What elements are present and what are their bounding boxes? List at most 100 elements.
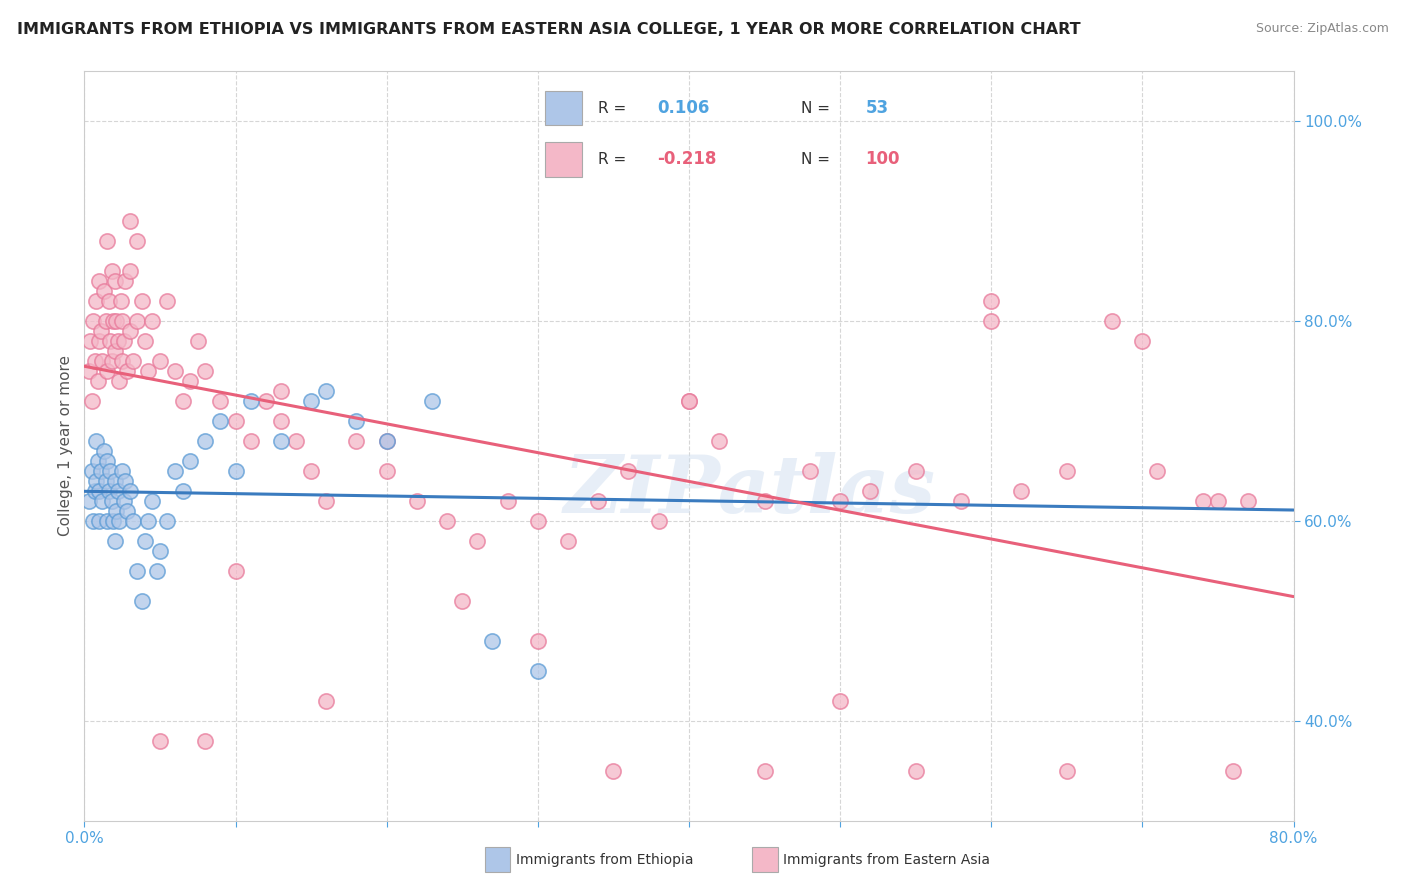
- Point: [108, 374, 131, 388]
- Point: [100, 494, 122, 508]
- Point: [648, 514, 671, 528]
- Point: [678, 394, 700, 409]
- Point: [209, 394, 232, 409]
- Point: [588, 494, 610, 508]
- Text: ZIPatlas: ZIPatlas: [564, 452, 935, 530]
- Point: [527, 514, 550, 528]
- Point: [209, 414, 232, 428]
- Text: -0.218: -0.218: [657, 151, 717, 169]
- Point: [146, 564, 169, 578]
- Point: [105, 504, 128, 518]
- Point: [96, 514, 118, 528]
- FancyBboxPatch shape: [546, 143, 582, 177]
- Point: [754, 494, 776, 508]
- Point: [451, 594, 474, 608]
- Point: [980, 294, 1002, 309]
- Point: [436, 514, 458, 528]
- Point: [830, 694, 852, 708]
- Point: [1056, 764, 1078, 778]
- Point: [239, 434, 262, 448]
- Point: [617, 464, 640, 478]
- Point: [77, 364, 100, 378]
- Point: [112, 334, 135, 348]
- Point: [315, 494, 337, 508]
- Y-axis label: College, 1 year or more: College, 1 year or more: [58, 356, 73, 536]
- Point: [89, 514, 111, 528]
- Point: [225, 564, 247, 578]
- Point: [904, 764, 927, 778]
- Text: Immigrants from Eastern Asia: Immigrants from Eastern Asia: [783, 853, 990, 867]
- Point: [98, 334, 121, 348]
- Point: [104, 533, 127, 548]
- Point: [118, 264, 141, 278]
- Point: [105, 314, 128, 328]
- Point: [754, 764, 776, 778]
- Point: [96, 234, 118, 248]
- Point: [90, 464, 112, 478]
- Text: Immigrants from Ethiopia: Immigrants from Ethiopia: [516, 853, 693, 867]
- Point: [80, 394, 103, 409]
- Point: [84, 483, 107, 498]
- Point: [100, 264, 122, 278]
- Point: [96, 364, 118, 378]
- Point: [111, 314, 134, 328]
- Point: [527, 664, 550, 678]
- Point: [131, 594, 153, 608]
- Point: [149, 544, 172, 558]
- Point: [980, 314, 1002, 328]
- Point: [89, 334, 111, 348]
- Text: 53: 53: [866, 99, 889, 117]
- Point: [86, 474, 108, 488]
- Point: [1237, 494, 1260, 508]
- Point: [134, 533, 156, 548]
- Point: [79, 334, 101, 348]
- Point: [97, 294, 120, 309]
- Point: [114, 474, 136, 488]
- Point: [127, 564, 149, 578]
- Point: [127, 314, 149, 328]
- Point: [1222, 764, 1244, 778]
- Point: [87, 454, 110, 468]
- Point: [254, 394, 277, 409]
- Text: IMMIGRANTS FROM ETHIOPIA VS IMMIGRANTS FROM EASTERN ASIA COLLEGE, 1 YEAR OR MORE: IMMIGRANTS FROM ETHIOPIA VS IMMIGRANTS F…: [17, 22, 1080, 37]
- Point: [89, 274, 111, 288]
- Point: [84, 354, 107, 368]
- Point: [467, 533, 489, 548]
- Text: N =: N =: [801, 101, 835, 116]
- Point: [93, 444, 115, 458]
- Point: [114, 274, 136, 288]
- Point: [141, 314, 163, 328]
- Point: [107, 334, 129, 348]
- Point: [149, 733, 172, 747]
- Point: [118, 483, 141, 498]
- Point: [77, 494, 100, 508]
- Point: [1146, 464, 1168, 478]
- Point: [91, 354, 114, 368]
- Point: [115, 504, 138, 518]
- Point: [115, 364, 138, 378]
- Point: [375, 434, 398, 448]
- Point: [90, 324, 112, 338]
- Point: [179, 454, 201, 468]
- Point: [101, 514, 124, 528]
- Point: [194, 733, 217, 747]
- Point: [97, 483, 120, 498]
- Point: [270, 414, 292, 428]
- Text: R =: R =: [599, 101, 631, 116]
- Point: [121, 514, 143, 528]
- Point: [136, 514, 159, 528]
- Point: [315, 694, 337, 708]
- Point: [346, 414, 368, 428]
- Text: R =: R =: [599, 152, 631, 167]
- Point: [285, 434, 308, 448]
- Point: [950, 494, 973, 508]
- Point: [187, 334, 209, 348]
- Point: [104, 474, 127, 488]
- Point: [1206, 494, 1229, 508]
- Point: [87, 374, 110, 388]
- FancyBboxPatch shape: [546, 91, 582, 125]
- Point: [118, 214, 141, 228]
- Point: [107, 483, 129, 498]
- Point: [859, 483, 882, 498]
- Point: [799, 464, 821, 478]
